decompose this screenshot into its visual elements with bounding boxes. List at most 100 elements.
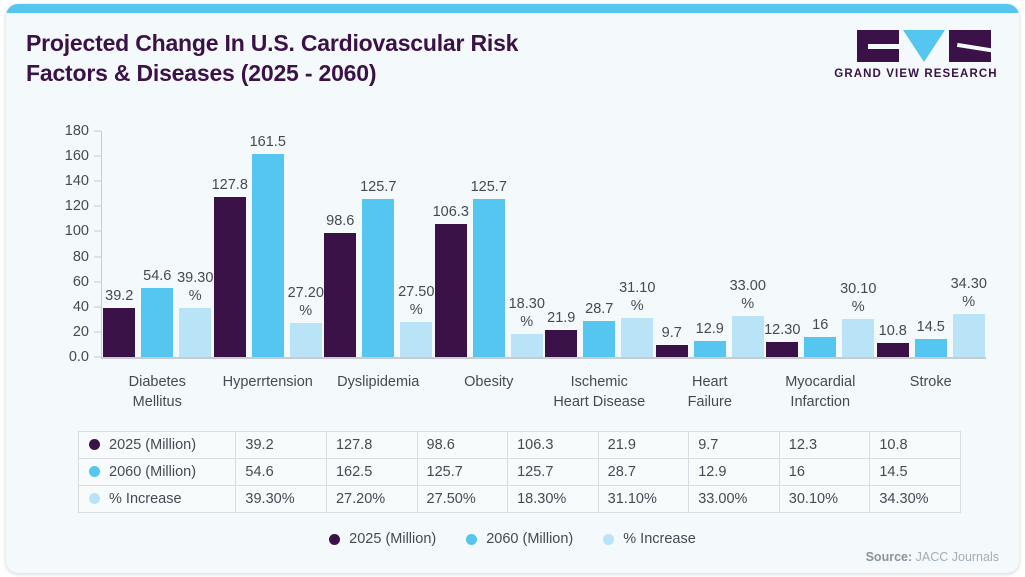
x-axis-category-label: Stroke <box>909 374 952 390</box>
y-axis-tick-mark <box>94 180 101 182</box>
bar[interactable] <box>731 315 764 357</box>
logo-wordmark: GRAND VIEW RESEARCH <box>834 68 998 80</box>
table-cell: 12.3 <box>778 431 871 459</box>
y-axis-tick-label: 160 <box>64 148 89 165</box>
legend-color-dot-icon <box>603 533 615 545</box>
x-axis-category-label: Dyslipidemia <box>337 374 420 390</box>
bar[interactable] <box>472 199 505 357</box>
bar[interactable] <box>655 344 688 357</box>
table-cell: 12.9 <box>688 458 780 486</box>
bar[interactable] <box>510 334 543 357</box>
bar-value-label: 127.8 <box>211 176 248 193</box>
bar[interactable] <box>400 322 433 357</box>
x-axis-category-label: Obesity <box>464 374 514 390</box>
y-axis-tick-mark <box>94 230 101 232</box>
table-row-label: 2025 (Million) <box>109 437 197 453</box>
bar-group: 10.8 14.5 34.30% <box>876 131 987 357</box>
bar[interactable] <box>621 317 654 357</box>
bar[interactable] <box>251 154 284 357</box>
bar[interactable] <box>324 233 357 357</box>
bar-group: 98.6 125.7 27.50% <box>324 131 434 357</box>
y-axis-line <box>101 131 102 357</box>
bar-value-label: 21.9 <box>547 309 576 326</box>
bar-group: 127.8 161.5 27.20% <box>212 131 324 357</box>
y-axis-tick-label: 60 <box>72 273 89 290</box>
bar-value-label: 30.10% <box>840 281 877 316</box>
bar-group: 9.7 12.9 33.00% <box>655 131 766 357</box>
legend-color-dot-icon <box>466 533 478 545</box>
bar-group: 106.3 125.7 18.30% <box>433 131 545 357</box>
table-cell: 39.30% <box>235 485 327 513</box>
y-axis: 0.0 20 40 60 80 100 120 140 160 180 <box>46 123 101 365</box>
bar-value-label: 27.20% <box>287 284 324 319</box>
y-axis-tick-mark <box>94 256 101 258</box>
bar-value-label: 34.30% <box>950 275 987 310</box>
table-cell: 162.5 <box>325 458 418 486</box>
bar[interactable] <box>693 340 726 357</box>
bar[interactable] <box>876 343 909 357</box>
legend-item[interactable]: 2025 (Million) <box>329 531 436 547</box>
series-color-dot-icon <box>89 439 100 450</box>
source-label: Source: <box>865 550 913 564</box>
source-note: Source: JACC Journals <box>866 550 999 564</box>
table-cell: 39.2 <box>235 431 327 459</box>
y-axis-tick-mark <box>94 130 101 132</box>
y-axis-tick-label: 40 <box>72 298 89 315</box>
bar-value-label: 125.7 <box>360 179 397 196</box>
bar-group: 39.2 54.6 39.30% <box>103 131 213 357</box>
bar-value-label: 12.30 <box>764 321 801 338</box>
bar-value-label: 106.3 <box>432 203 469 220</box>
table-row: 2025 (Million) 39.2 127.8 98.6 106.3 21.9 9.7 1… <box>77 431 961 459</box>
bar-value-label: 39.30% <box>177 269 214 304</box>
legend-item[interactable]: % Increase <box>603 531 696 547</box>
y-axis-tick-mark <box>94 356 101 358</box>
x-axis-category-label: Ischemic Heart Disease <box>553 374 646 410</box>
bar[interactable] <box>952 313 985 357</box>
y-axis-tick-label: 0.0 <box>68 349 89 365</box>
bar-group: 12.30 16 30.10% <box>764 131 876 357</box>
bar[interactable] <box>583 320 616 357</box>
bar[interactable] <box>362 199 395 357</box>
y-axis-tick-mark <box>94 331 101 333</box>
bar-value-label: 31.10% <box>619 279 656 314</box>
y-axis-tick-mark <box>94 281 101 283</box>
bar[interactable] <box>914 338 947 357</box>
bar[interactable] <box>213 196 246 357</box>
bar-value-label: 125.7 <box>470 179 507 196</box>
table-cell: 106.3 <box>507 431 599 459</box>
plot-area: 39.2 54.6 39.30% 127.8 161.5 27.20% 98.6 125.7 2… <box>102 131 987 357</box>
bar-value-label: 10.8 <box>878 323 907 340</box>
legend-color-dot-icon <box>329 533 341 545</box>
table-cell: 14.5 <box>869 458 961 486</box>
y-axis-tick-mark <box>94 205 101 207</box>
bar[interactable] <box>842 319 875 357</box>
series-color-dot-icon <box>89 466 100 477</box>
bar[interactable] <box>103 307 136 357</box>
table-cell: 21.9 <box>597 431 690 459</box>
bar-value-label: 28.7 <box>585 300 614 317</box>
y-axis-tick-mark <box>94 306 101 308</box>
bar[interactable] <box>804 336 837 357</box>
bar[interactable] <box>545 329 578 357</box>
legend-item[interactable]: 2060 (Million) <box>466 531 573 547</box>
y-axis-tick-label: 20 <box>72 323 89 340</box>
bar[interactable] <box>766 341 799 357</box>
bar-value-label: 18.30% <box>508 296 545 331</box>
grand-view-research-logo: GRAND VIEW RESEARCH <box>831 30 1001 82</box>
x-axis-category-label: Diabetes Mellitus <box>128 374 186 410</box>
bar[interactable] <box>141 288 174 357</box>
table-cell: 33.00% <box>688 485 780 513</box>
logo-mark <box>841 30 991 62</box>
table-cell: 28.7 <box>597 458 690 486</box>
legend-label: 2025 (Million) <box>349 531 437 547</box>
bar[interactable] <box>179 307 212 357</box>
table-row-header: % Increase <box>77 485 237 513</box>
bar[interactable] <box>434 223 467 357</box>
table-row: % Increase 39.30% 27.20% 27.50% 18.30% 31.10%… <box>77 485 961 513</box>
bar-value-label: 27.50% <box>398 284 435 319</box>
bar-value-label: 12.9 <box>695 320 724 337</box>
bar[interactable] <box>289 322 322 357</box>
series-color-dot-icon <box>89 493 100 504</box>
page-title-line2: Factors & Diseases (2025 - 2060) <box>26 60 377 86</box>
page-title-line1: Projected Change In U.S. Cardiovascular … <box>26 30 519 56</box>
